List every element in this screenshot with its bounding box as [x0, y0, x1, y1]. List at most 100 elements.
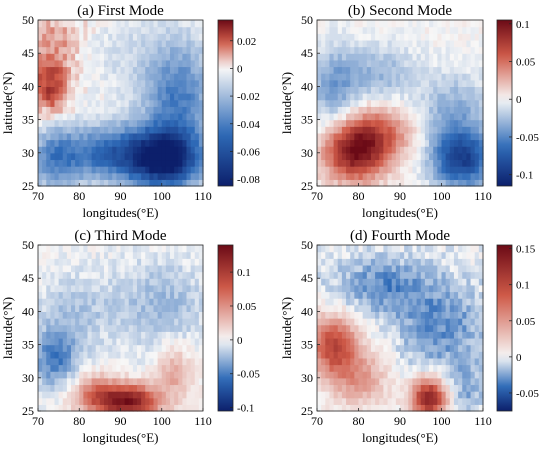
heatmap-cell [50, 404, 56, 412]
heatmap-cell [408, 146, 414, 154]
heatmap-cell [375, 139, 380, 147]
y-tick-label: 30 [22, 146, 34, 160]
heatmap-cell [38, 278, 43, 286]
heatmap-cell [112, 291, 117, 299]
heatmap-cell [153, 278, 159, 286]
heatmap-cell [366, 112, 372, 121]
heatmap-cell [358, 391, 364, 399]
heatmap-cell [132, 371, 138, 379]
heatmap-cell [170, 46, 175, 54]
heatmap-cell [358, 79, 364, 87]
heatmap-cell [79, 26, 84, 34]
heatmap-cell [462, 258, 467, 266]
heatmap-cell [470, 318, 476, 326]
heatmap-cell [474, 357, 480, 366]
heatmap-cell [325, 298, 331, 306]
heatmap-cell [120, 391, 126, 399]
heatmap-cell [470, 377, 476, 386]
heatmap-cell [337, 59, 343, 68]
heatmap-cell [429, 331, 434, 339]
heatmap-cell [383, 112, 389, 121]
heatmap-cell [408, 364, 414, 372]
heatmap-cell [420, 377, 426, 386]
heatmap-cell [112, 331, 117, 339]
heatmap-cell [412, 172, 418, 180]
heatmap-cell [91, 311, 97, 319]
heatmap-cell [379, 371, 384, 379]
heatmap-cell [358, 172, 364, 180]
heatmap-cell [178, 59, 183, 68]
heatmap-cell [87, 132, 93, 141]
heatmap-cell [108, 33, 113, 41]
heatmap-cell [433, 59, 438, 68]
heatmap-cell [358, 271, 364, 279]
heatmap-cell [412, 397, 418, 405]
heatmap-cell [341, 126, 347, 134]
heatmap-cell [449, 284, 455, 293]
heatmap-cell [198, 20, 204, 28]
heatmap-cell [317, 278, 322, 286]
heatmap-cell [346, 126, 351, 134]
heatmap-cell [137, 119, 142, 127]
heatmap-cell [128, 59, 134, 68]
heatmap-cell [46, 331, 51, 339]
heatmap-cell [137, 337, 142, 346]
heatmap-cell [329, 331, 335, 339]
heatmap-cell [370, 371, 376, 379]
heatmap-cell [58, 20, 64, 28]
heatmap-cell [149, 172, 155, 180]
heatmap-cell [408, 264, 414, 273]
y-tick-label: 35 [301, 338, 313, 352]
heatmap-cell [424, 298, 430, 306]
heatmap-cell [404, 53, 409, 61]
heatmap-cell [170, 377, 175, 386]
heatmap-cell [375, 318, 380, 326]
heatmap-cell [453, 404, 459, 412]
heatmap-cell [333, 59, 339, 68]
heatmap-cell [375, 99, 380, 107]
heatmap-cell [91, 146, 97, 154]
heatmap-cell [186, 59, 192, 68]
heatmap-cell [395, 364, 401, 372]
heatmap-cell [325, 311, 331, 319]
heatmap-cell [66, 73, 72, 81]
heatmap-cell [350, 66, 355, 74]
heatmap-cell [79, 324, 84, 332]
heatmap-cell [458, 304, 463, 312]
heatmap-cell [42, 318, 47, 326]
heatmap-cell [50, 26, 56, 34]
heatmap-cell [449, 66, 455, 74]
heatmap-cell [66, 404, 72, 412]
heatmap-cell [104, 33, 109, 41]
heatmap-cell [470, 39, 476, 48]
heatmap-cell [400, 146, 405, 154]
heatmap-cell [194, 66, 200, 74]
heatmap-cell [354, 179, 360, 187]
heatmap-cell [317, 59, 322, 68]
heatmap-cell [116, 264, 122, 273]
heatmap-cell [141, 46, 146, 54]
heatmap-cell [337, 245, 343, 253]
heatmap-cell [66, 53, 72, 61]
heatmap-cell [325, 106, 331, 114]
heatmap-cell [462, 351, 467, 359]
heatmap-cell [75, 26, 80, 34]
heatmap-cell [383, 93, 389, 101]
heatmap-cell [379, 132, 384, 141]
heatmap-cell [366, 166, 372, 174]
heatmap-cell [95, 311, 101, 319]
heatmap-cell [132, 46, 138, 54]
heatmap-cell [350, 172, 355, 180]
heatmap-cell [42, 397, 47, 405]
heatmap-cell [478, 20, 484, 28]
heatmap-cell [404, 251, 409, 259]
heatmap-cell [408, 318, 414, 326]
heatmap-cell [453, 384, 459, 392]
colorbar [496, 244, 513, 412]
heatmap-cell [141, 364, 146, 372]
heatmap-cell [420, 371, 426, 379]
heatmap-cell [145, 119, 150, 127]
heatmap-cell [478, 33, 484, 41]
heatmap-cell [462, 304, 467, 312]
heatmap-cell [50, 66, 56, 74]
